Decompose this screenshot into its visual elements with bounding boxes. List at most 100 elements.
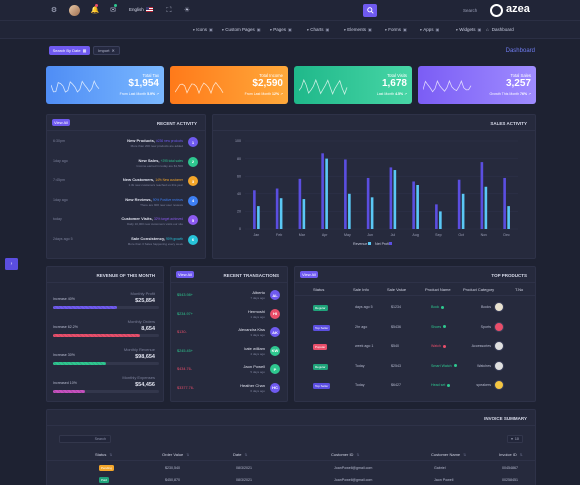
products-column-header[interactable]: Status <box>313 287 325 292</box>
activity-item[interactable]: today Customer Visits, 32% target achieve… <box>47 215 205 233</box>
avatar[interactable] <box>69 5 80 16</box>
product-row[interactable]: Top Seller Today $6427 Head set speakers <box>295 378 535 396</box>
legend-item[interactable]: Net Profit <box>375 242 392 246</box>
gear-icon[interactable]: ⚙ <box>50 6 58 14</box>
invoice-row[interactable]: Paid $450,870 08/3/2021 JoanPowell@gmail.co… <box>47 475 535 485</box>
activity-item[interactable]: 6:30pm New Products, #236 new products Mor… <box>47 137 205 155</box>
activity-item[interactable]: 7:45pm New Customers, 14% New customer 1.3… <box>47 176 205 194</box>
nav-item-dashboard[interactable]: ⌂ Dashboard <box>486 27 514 32</box>
transaction-item[interactable]: $245.45+ kate william 4 days ago KW <box>171 344 287 361</box>
bell-icon[interactable]: 🔔 <box>90 6 100 14</box>
bar-revenue-apr[interactable] <box>321 153 324 229</box>
product-name-cell: Book <box>431 305 445 309</box>
invoice-column-header[interactable]: Customer ID ⇅ <box>331 452 359 457</box>
products-column-header[interactable]: Product Name <box>425 287 451 292</box>
bar-net-profit-jul[interactable] <box>393 170 397 229</box>
nav-item-custom-pages[interactable]: ▾ Custom Pages ▣ <box>222 27 261 32</box>
nav-item-elements[interactable]: ▾ Elements ▣ <box>344 27 372 32</box>
bar-net-profit-jun[interactable] <box>370 197 374 229</box>
bar-net-profit-apr[interactable] <box>325 158 328 229</box>
invoice-column-header[interactable]: Status ⇅ <box>95 452 112 457</box>
trend-up-icon: ↗ <box>528 92 531 96</box>
stat-card[interactable]: Total Income $2,590 From Last Month 12%↗ <box>170 66 288 104</box>
revenue-label: Monthly Revenue <box>123 347 155 352</box>
page-size-select[interactable]: ▾ 10 <box>507 435 523 443</box>
activity-item[interactable]: 2days ago 5 Sale Consistency, 90% growth M… <box>47 234 205 253</box>
message-icon[interactable]: ✉ <box>110 6 116 14</box>
stat-card[interactable]: Total Tax $1,954 From Last Month 5.9%↗ <box>46 66 164 104</box>
product-thumbnail-icon <box>494 380 504 390</box>
language-label[interactable]: English <box>129 7 144 12</box>
revenue-progress <box>53 306 159 309</box>
bar-revenue-feb[interactable] <box>275 188 279 229</box>
theme-toggle-icon[interactable]: ☀ <box>183 6 191 14</box>
bar-revenue-may[interactable] <box>344 159 347 229</box>
transaction-item[interactable]: $234.97+ Hermoshi 1 days ago HI <box>171 307 287 324</box>
nav-item-icons[interactable]: ▾ Icons ▣ <box>193 27 213 32</box>
x-tick-label: Oct <box>458 233 464 237</box>
products-column-header[interactable]: Product Category <box>463 287 495 292</box>
transaction-item[interactable]: $130- Alexandra Kiss 3 days ago AK <box>171 325 287 342</box>
bar-net-profit-nov[interactable] <box>484 186 488 229</box>
bar-net-profit-may[interactable] <box>348 193 351 229</box>
product-row[interactable]: Top Seller 2hr ago $5436 Shoes Sports <box>295 320 535 338</box>
invoice-column-header[interactable]: Customer Name ⇅ <box>431 452 466 457</box>
nav-item-apps[interactable]: ▾ Apps ▣ <box>420 27 439 32</box>
top-products-view-all-button[interactable]: View All <box>300 271 318 278</box>
bar-net-profit-jan[interactable] <box>257 206 260 229</box>
stat-card[interactable]: Total Visits 1,678 Last Month 4.5%↗ <box>294 66 412 104</box>
transaction-item[interactable]: $434.76- Jaon Powell 5 days ago P <box>171 362 287 379</box>
bar-revenue-jul[interactable] <box>389 167 393 229</box>
bar-net-profit-sep[interactable] <box>439 211 442 229</box>
revenue-month-card: REVENUE OF THIS MONTH Monthly Profit Incr… <box>46 266 164 402</box>
invoice-row[interactable]: Pending $230,540 08/3/2021 JoanPowell@gmail… <box>47 463 535 474</box>
activity-item[interactable]: 1day ago New Sales, +295 total sales Incom… <box>47 156 205 175</box>
bar-net-profit-oct[interactable] <box>461 193 465 229</box>
products-column-header[interactable]: Sale Info <box>353 287 369 292</box>
transactions-view-all-button[interactable]: View All <box>176 271 194 278</box>
nav-item-pages[interactable]: ▾ Pages ▣ <box>270 27 292 32</box>
activity-time: today <box>53 217 62 221</box>
bar-revenue-sep[interactable] <box>435 204 438 229</box>
products-column-header[interactable]: T.No <box>515 287 524 292</box>
bar-revenue-jun[interactable] <box>366 177 370 229</box>
product-row[interactable]: Popular week ago 1 $540 Watch Accessories <box>295 339 535 357</box>
import-button[interactable]: Import ✕ <box>93 46 120 55</box>
legend-item[interactable]: Revenue <box>353 242 371 246</box>
bar-revenue-aug[interactable] <box>412 181 415 229</box>
bar-revenue-mar[interactable] <box>298 178 302 229</box>
bar-net-profit-dec[interactable] <box>507 206 510 229</box>
invoice-column-header[interactable]: Invoice ID ⇅ <box>499 452 523 457</box>
products-column-header[interactable]: Sale Value <box>387 287 407 292</box>
product-row[interactable]: Regular Today $2543 Smart Watch Watches <box>295 359 535 377</box>
bar-revenue-jan[interactable] <box>253 190 256 229</box>
bar-revenue-dec[interactable] <box>503 177 506 229</box>
bar-net-profit-aug[interactable] <box>416 185 419 229</box>
transaction-item[interactable]: $3377.76- Heather Chan 6 days ago HC <box>171 381 287 398</box>
search-button[interactable] <box>363 4 377 17</box>
nav-item-widgets[interactable]: ▾ Widgets ▣ <box>456 27 481 32</box>
stat-card[interactable]: Total Sales 3,257 Growth This Month 76%↗ <box>418 66 536 104</box>
transaction-item[interactable]: $543.98+ Alberto 7 days ago AL <box>171 288 287 305</box>
search-input[interactable]: Search <box>463 8 478 13</box>
activity-item[interactable]: 1day ago New Reviews, 90% Positive review… <box>47 195 205 214</box>
bar-net-profit-mar[interactable] <box>302 199 306 229</box>
brand-name[interactable]: azea <box>506 3 530 15</box>
invoice-column-header[interactable]: Order Value ⇅ <box>162 452 189 457</box>
revenue-progress-fill <box>53 306 117 309</box>
us-flag-icon[interactable] <box>146 7 153 12</box>
fullscreen-icon[interactable]: ⛶ <box>166 5 172 14</box>
bar-revenue-nov[interactable] <box>480 162 484 229</box>
sidebar-toggle-button[interactable]: › <box>5 258 18 270</box>
product-row[interactable]: Regular days ago 5 $1234 Book Books <box>295 300 535 318</box>
bar-revenue-oct[interactable] <box>457 179 461 229</box>
invoice-column-header[interactable]: Date ⇅ <box>233 452 247 457</box>
bar-net-profit-feb[interactable] <box>279 198 283 229</box>
invoice-status-badge: Paid <box>99 477 110 483</box>
nav-item-forms[interactable]: ▾ Forms ▣ <box>385 27 407 32</box>
brand-logo-icon[interactable] <box>490 4 503 17</box>
invoice-search-input[interactable]: Search <box>59 435 111 443</box>
recent-activity-view-all-button[interactable]: View All <box>52 119 70 126</box>
nav-item-charts[interactable]: ▾ Charts ▣ <box>307 27 329 32</box>
search-by-date-button[interactable]: Search By Date ▦ <box>49 46 90 55</box>
